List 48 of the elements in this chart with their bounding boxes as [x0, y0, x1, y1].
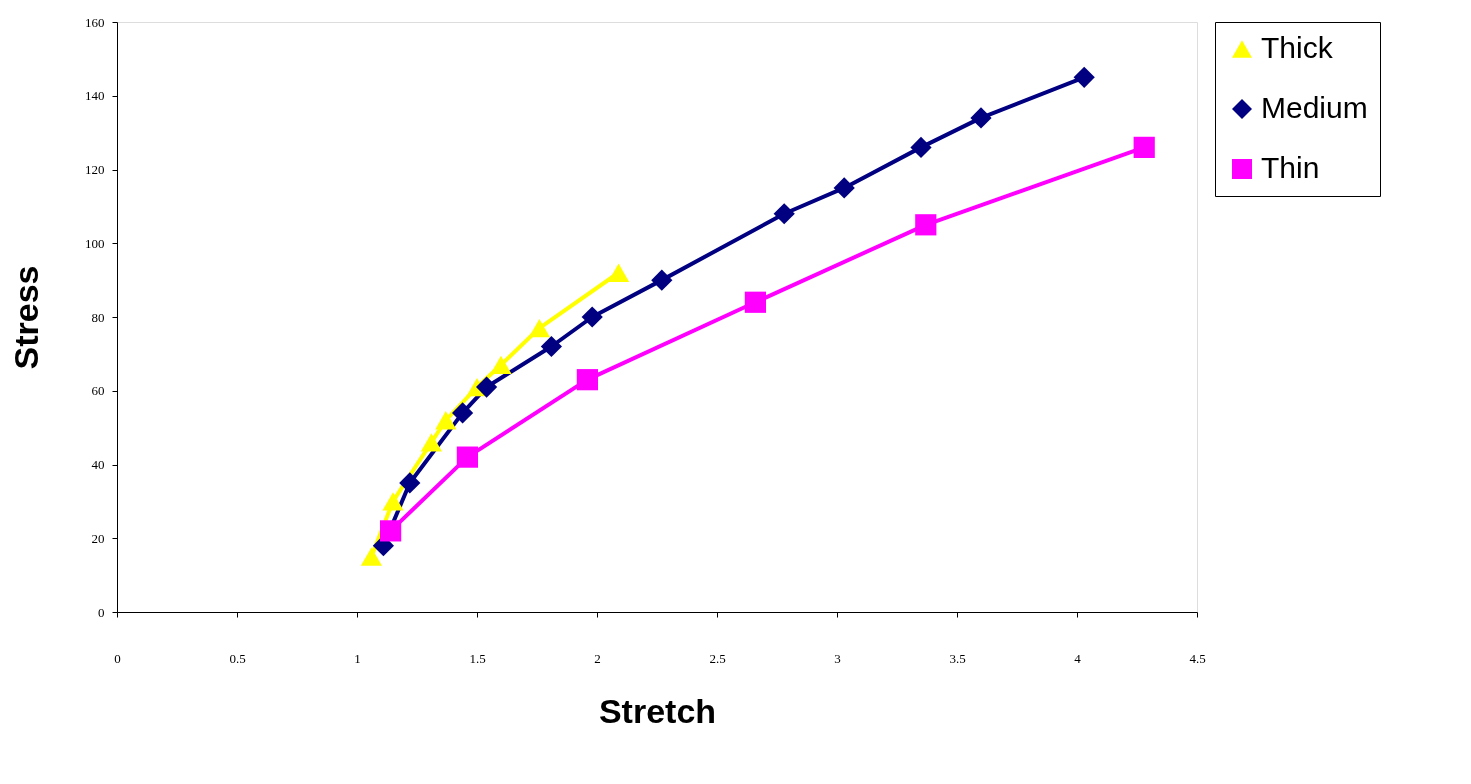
point: [970, 107, 992, 129]
point: [915, 214, 937, 236]
point: [773, 203, 795, 225]
y-tick-label: 40: [91, 457, 105, 472]
point: [528, 318, 551, 338]
y-tick-label: 20: [91, 530, 105, 546]
x-tick-label: 2.5: [709, 650, 726, 666]
point: [576, 369, 599, 391]
point: [833, 177, 855, 199]
point: [382, 492, 404, 511]
y-tick-label: 0: [98, 604, 105, 620]
y-tick-label: 160: [85, 14, 105, 30]
x-tick-label: 2: [594, 650, 601, 666]
point: [420, 433, 443, 452]
x-tick-label: 0: [114, 650, 121, 666]
point: [581, 306, 603, 328]
point: [490, 355, 512, 375]
point: [475, 376, 498, 398]
x-axis-title: Stretch: [598, 691, 717, 730]
x-tick-label: 1: [354, 650, 361, 666]
x-tick-label: 4.5: [1189, 650, 1206, 666]
x-tick-label: 1.5: [469, 650, 486, 666]
point: [607, 263, 630, 282]
point: [1073, 66, 1095, 88]
y-tick-label: 80: [91, 309, 105, 325]
point: [360, 547, 383, 566]
legend-label: Thick: [1261, 31, 1334, 64]
x-tick-label: 3.5: [949, 650, 966, 666]
point: [744, 291, 767, 313]
x-tick-label: 3: [834, 650, 841, 666]
point: [651, 269, 673, 291]
point: [435, 411, 457, 430]
y-tick-label: 120: [85, 162, 105, 177]
y-tick-label: 140: [85, 88, 105, 104]
y-tick-label: 100: [85, 235, 105, 251]
y-axis-title: Stress: [7, 265, 45, 370]
x-tick-label: 0.5: [229, 650, 246, 666]
point: [379, 520, 402, 542]
point: [1133, 136, 1155, 158]
y-tick-label: 60: [91, 383, 105, 399]
legend-label: Medium: [1261, 91, 1368, 124]
point: [399, 472, 421, 494]
point: [910, 136, 932, 158]
point: [540, 335, 563, 358]
point: [451, 402, 474, 424]
point: [456, 446, 479, 468]
x-tick-label: 4: [1074, 650, 1082, 666]
legend-label: Thin: [1261, 151, 1320, 184]
